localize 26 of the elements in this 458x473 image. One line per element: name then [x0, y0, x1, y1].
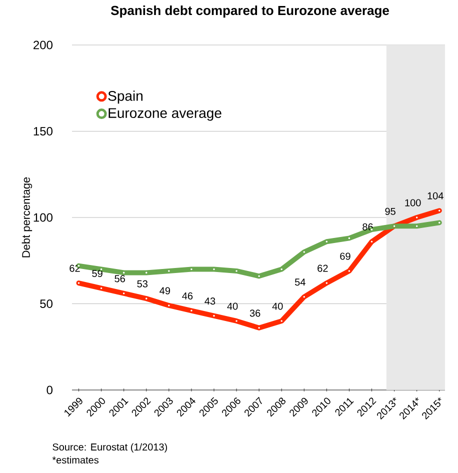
data-label: 69	[340, 252, 350, 260]
y-tick-label: 100	[34, 213, 52, 222]
data-label: 59	[92, 270, 102, 278]
data-label: 49	[160, 287, 170, 294]
data-label: 40	[227, 302, 238, 310]
y-tick-label: 0	[46, 386, 53, 394]
legend-label: Eurozone average	[108, 108, 222, 121]
text: *estimates	[52, 456, 99, 464]
data-label: 54	[294, 278, 306, 286]
source-note: Source: Eurostat (1/2013)	[52, 443, 168, 453]
data-label: 36	[250, 310, 260, 317]
data-label: 100	[405, 199, 421, 206]
y-tick-label: 50	[40, 300, 52, 308]
data-label: 56	[114, 275, 125, 282]
data-label: 95	[385, 208, 396, 215]
y-axis-title: Debt percentage	[22, 177, 32, 258]
data-label: 53	[137, 280, 148, 288]
data-label: 46	[182, 292, 193, 300]
legend-label: Spain	[108, 90, 142, 104]
y-tick-label: 200	[34, 40, 52, 50]
chart-title: Spanish debt compared to Eurozone average	[110, 6, 389, 18]
data-label: 62	[318, 264, 328, 272]
y-tick-label: 150	[34, 127, 52, 136]
data-label: 40	[272, 302, 283, 310]
data-label: 104	[428, 192, 444, 200]
data-label: 43	[204, 298, 216, 305]
